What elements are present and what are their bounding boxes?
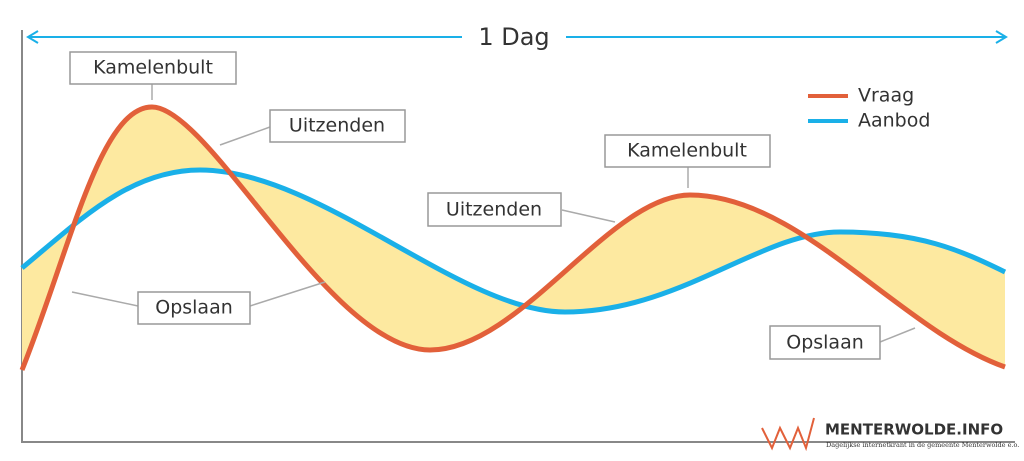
- difference-area: [22, 107, 1005, 370]
- legend-label: Vraag: [858, 85, 914, 107]
- store-label: Opslaan: [786, 332, 864, 354]
- peak-label: Kamelenbult: [93, 57, 213, 79]
- label-box: [427, 192, 562, 227]
- demand-curve: [19, 104, 1006, 371]
- send-label: Uitzenden: [289, 115, 385, 137]
- logo-tagline: Dagelijkse internetkrant in de gemeente …: [826, 441, 1019, 449]
- leader-lines: [71, 84, 916, 343]
- label-box: [269, 109, 406, 143]
- logo-name: MENTERWOLDE.INFO: [825, 421, 1003, 439]
- supply-curve: [20, 167, 1007, 315]
- span-label: 1 Dag: [478, 23, 549, 51]
- store-label: Opslaan: [155, 297, 233, 319]
- label-box: [69, 51, 237, 85]
- send-label: Uitzenden: [446, 199, 542, 221]
- span-arrow: [26, 30, 1008, 44]
- label-box: [137, 291, 251, 325]
- logo-mark: [761, 417, 815, 452]
- label-box: [604, 134, 771, 168]
- peak-label: Kamelenbult: [627, 140, 747, 162]
- label-box: [769, 325, 881, 360]
- legend-label: Aanbod: [858, 110, 930, 132]
